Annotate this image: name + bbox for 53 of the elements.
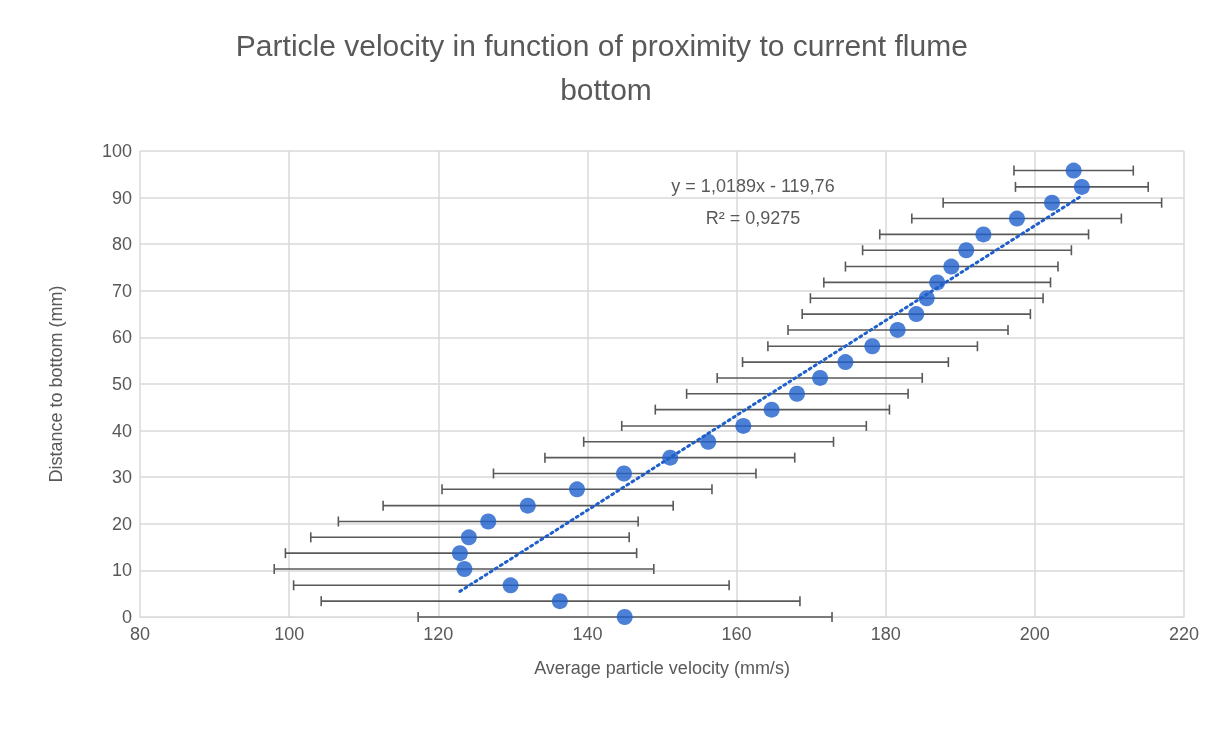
x-tick-label: 200	[1019, 624, 1050, 644]
y-tick-label: 50	[111, 374, 132, 394]
point	[837, 354, 854, 371]
annotation: R² = 0,9275	[705, 208, 801, 228]
point	[1073, 178, 1090, 195]
y-tick-label: 10	[111, 560, 132, 581]
x-tick-label: 180	[870, 624, 901, 644]
x-tick-label: 80	[129, 624, 151, 644]
point	[700, 433, 717, 450]
point	[551, 593, 568, 610]
point	[763, 401, 780, 418]
point	[569, 481, 585, 498]
point	[451, 545, 468, 562]
point	[662, 449, 679, 466]
point	[1065, 162, 1082, 179]
point	[908, 306, 925, 323]
chart-title: Particle velocity in function of proximity to current flume bottom	[235, 28, 977, 106]
point	[943, 258, 960, 275]
y-tick-label: 70	[111, 280, 132, 301]
x-tick-label: 140	[572, 624, 603, 644]
y-tick-label: 80	[111, 234, 132, 255]
point	[918, 290, 935, 307]
point	[929, 274, 946, 291]
point	[519, 497, 536, 514]
y-tick-label: 20	[111, 513, 132, 534]
point	[735, 417, 752, 434]
y-tick-label: 60	[111, 327, 132, 348]
y-axis-title: Distance to bottom (mm)	[46, 285, 66, 483]
point	[788, 385, 805, 402]
point	[864, 338, 881, 355]
y-tick-label: 90	[111, 187, 132, 208]
point	[502, 577, 519, 594]
x-tick-label: 100	[274, 624, 305, 644]
point	[456, 561, 473, 577]
point	[1044, 194, 1061, 211]
point	[460, 529, 477, 546]
point	[958, 242, 975, 259]
x-tick-label: 120	[423, 624, 454, 644]
y-tick-label: 100	[101, 141, 132, 161]
point	[1008, 210, 1025, 227]
x-tick-label: 220	[1168, 624, 1200, 644]
point	[975, 226, 992, 243]
y-tick-label: 30	[111, 467, 132, 488]
point	[889, 321, 906, 338]
point	[616, 609, 633, 625]
x-axis-title: Average particle velocity (mm/s)	[534, 658, 790, 678]
annotation: y = 1,0189x - 119,76	[671, 176, 835, 196]
y-tick-label: 40	[111, 420, 132, 441]
point	[480, 513, 497, 530]
x-tick-label: 160	[721, 624, 752, 644]
point	[812, 369, 829, 386]
y-tick-label: 0	[121, 607, 132, 627]
point	[615, 465, 632, 482]
